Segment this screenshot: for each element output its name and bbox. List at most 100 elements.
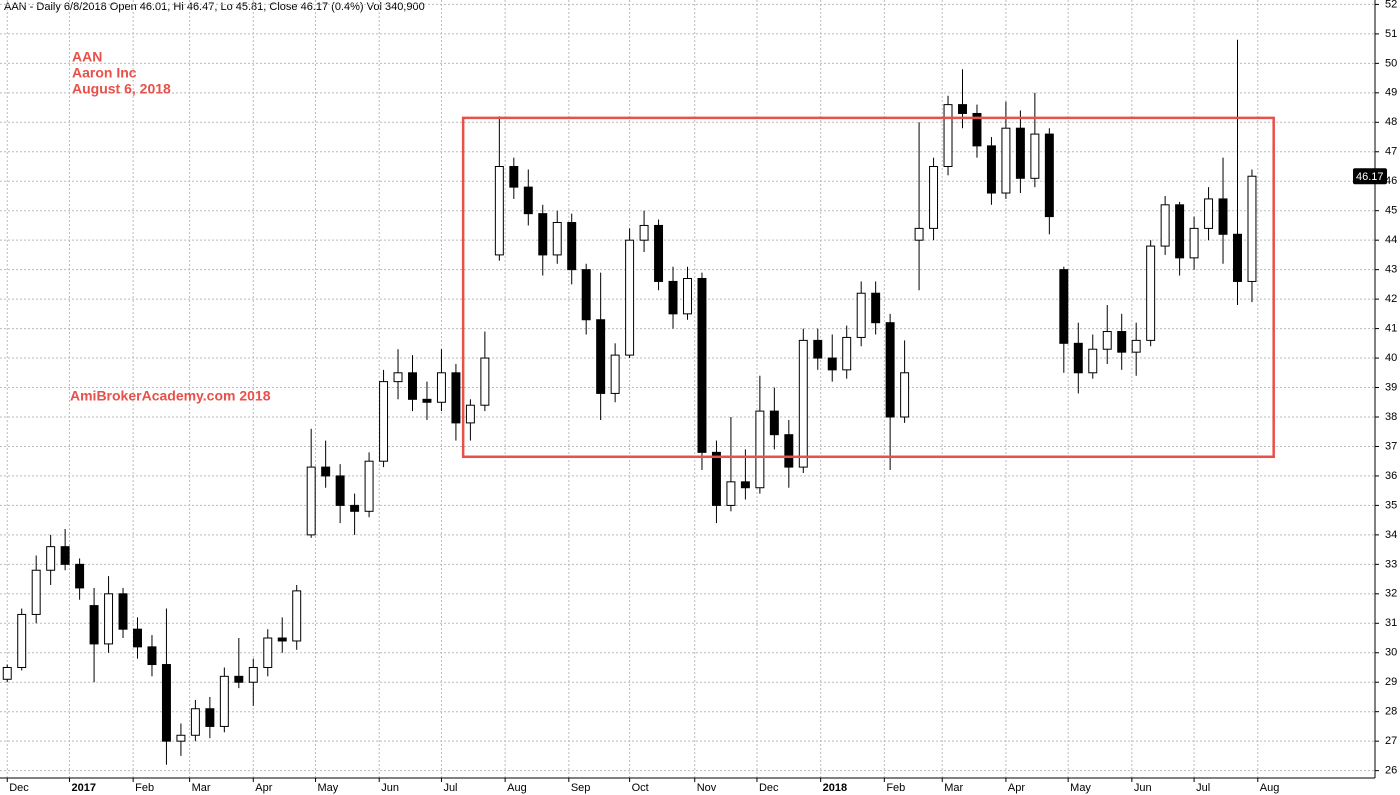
candle-body	[697, 277, 707, 453]
y-tick-label: 33	[1385, 558, 1397, 570]
candle-body	[1131, 339, 1141, 353]
candle-body	[46, 546, 56, 571]
x-tick-label: Dec	[9, 782, 29, 794]
x-tick-label: Jun	[381, 782, 399, 794]
candle-body	[1015, 127, 1025, 179]
y-tick-label: 42	[1385, 293, 1397, 305]
candle-body	[219, 675, 229, 727]
candle-body	[277, 637, 287, 642]
candle-body	[813, 339, 823, 359]
candle-body	[871, 292, 881, 324]
candle-body	[494, 166, 504, 256]
annotation: AAN	[72, 49, 102, 65]
y-tick-label: 41	[1385, 322, 1397, 334]
x-tick-label: Nov	[697, 782, 717, 794]
y-tick-label: 28	[1385, 706, 1397, 718]
candle-body	[1102, 331, 1112, 350]
y-tick-label: 29	[1385, 676, 1397, 688]
candle-body	[364, 460, 374, 512]
x-tick-label: Mar	[192, 782, 211, 794]
candle-body	[986, 145, 996, 194]
annotation: AmiBrokerAcademy.com 2018	[70, 388, 271, 404]
candle-body	[596, 319, 606, 394]
candle-body	[1059, 269, 1069, 344]
candle-body	[798, 339, 808, 468]
candle-body	[321, 466, 331, 477]
x-tick-label: Dec	[759, 782, 779, 794]
candle-body	[31, 569, 41, 615]
y-tick-label: 38	[1385, 411, 1397, 423]
candle-body	[958, 104, 967, 114]
y-tick-label: 30	[1385, 647, 1397, 659]
candle-body	[147, 646, 157, 666]
candle-body	[1160, 204, 1170, 247]
x-tick-label: Jul	[443, 782, 457, 794]
candle-body	[552, 221, 562, 256]
y-tick-label: 35	[1385, 499, 1397, 511]
y-tick-label: 26	[1385, 765, 1397, 777]
candle-body	[1146, 245, 1156, 341]
y-tick-label: 40	[1385, 352, 1397, 364]
y-tick-label: 52	[1385, 0, 1397, 10]
candle-body	[465, 404, 475, 424]
candle-body	[639, 224, 649, 241]
candle-body	[408, 372, 417, 400]
x-tick-label: Feb	[886, 782, 905, 794]
y-tick-label: 36	[1385, 470, 1397, 482]
candle-body	[1189, 227, 1199, 259]
y-tick-label: 34	[1385, 529, 1397, 541]
last-price-label: 46.17	[1356, 171, 1384, 183]
candle-body	[538, 213, 548, 256]
candle-body	[842, 336, 852, 371]
x-tick-label: Mar	[944, 782, 963, 794]
candle-body	[755, 410, 765, 489]
y-tick-label: 51	[1385, 28, 1397, 40]
last-price-tag	[1353, 168, 1387, 185]
x-tick-label: Sep	[571, 782, 591, 794]
x-tick-label: May	[1070, 782, 1091, 794]
candle-body	[625, 239, 635, 356]
x-tick-label: 2017	[71, 782, 95, 794]
candle-body	[523, 186, 533, 215]
candle-body	[769, 410, 779, 436]
candle-body	[1247, 175, 1257, 282]
candle-body	[350, 504, 360, 512]
candle-body	[248, 666, 258, 683]
candle-body	[2, 666, 12, 680]
candle-body	[827, 357, 837, 371]
candle-body	[205, 708, 215, 727]
candle-body	[943, 104, 953, 168]
candle-body	[668, 280, 678, 315]
candle-body	[1218, 198, 1228, 235]
candle-body	[190, 708, 200, 736]
y-tick-label: 31	[1385, 617, 1397, 629]
range-box	[461, 116, 1275, 459]
y-tick-label: 39	[1385, 381, 1397, 393]
annotation: August 6, 2018	[72, 81, 171, 97]
candle-body	[379, 381, 389, 462]
candle-body	[1117, 331, 1127, 353]
candle-body	[1073, 342, 1083, 374]
y-tick-label: 44	[1385, 234, 1397, 246]
candle-body	[292, 590, 302, 642]
candle-body	[1001, 127, 1011, 194]
y-tick-label: 43	[1385, 264, 1397, 276]
candle-body	[914, 227, 924, 241]
x-tick-label: Aug	[507, 782, 527, 794]
x-tick-label: 2018	[823, 782, 847, 794]
candle-body	[929, 166, 939, 229]
candle-body	[856, 292, 866, 338]
candle-body	[567, 221, 577, 271]
candle-body	[480, 357, 490, 406]
candle-body	[133, 628, 142, 648]
candle-body	[436, 372, 446, 403]
y-tick-label: 46	[1385, 175, 1397, 187]
candle-body	[306, 466, 316, 536]
candle-body	[711, 451, 721, 506]
y-tick-label: 49	[1385, 87, 1397, 99]
candle-body	[118, 593, 128, 630]
y-tick-label: 50	[1385, 57, 1397, 69]
candle-body	[17, 613, 27, 668]
x-tick-label: Feb	[135, 782, 154, 794]
